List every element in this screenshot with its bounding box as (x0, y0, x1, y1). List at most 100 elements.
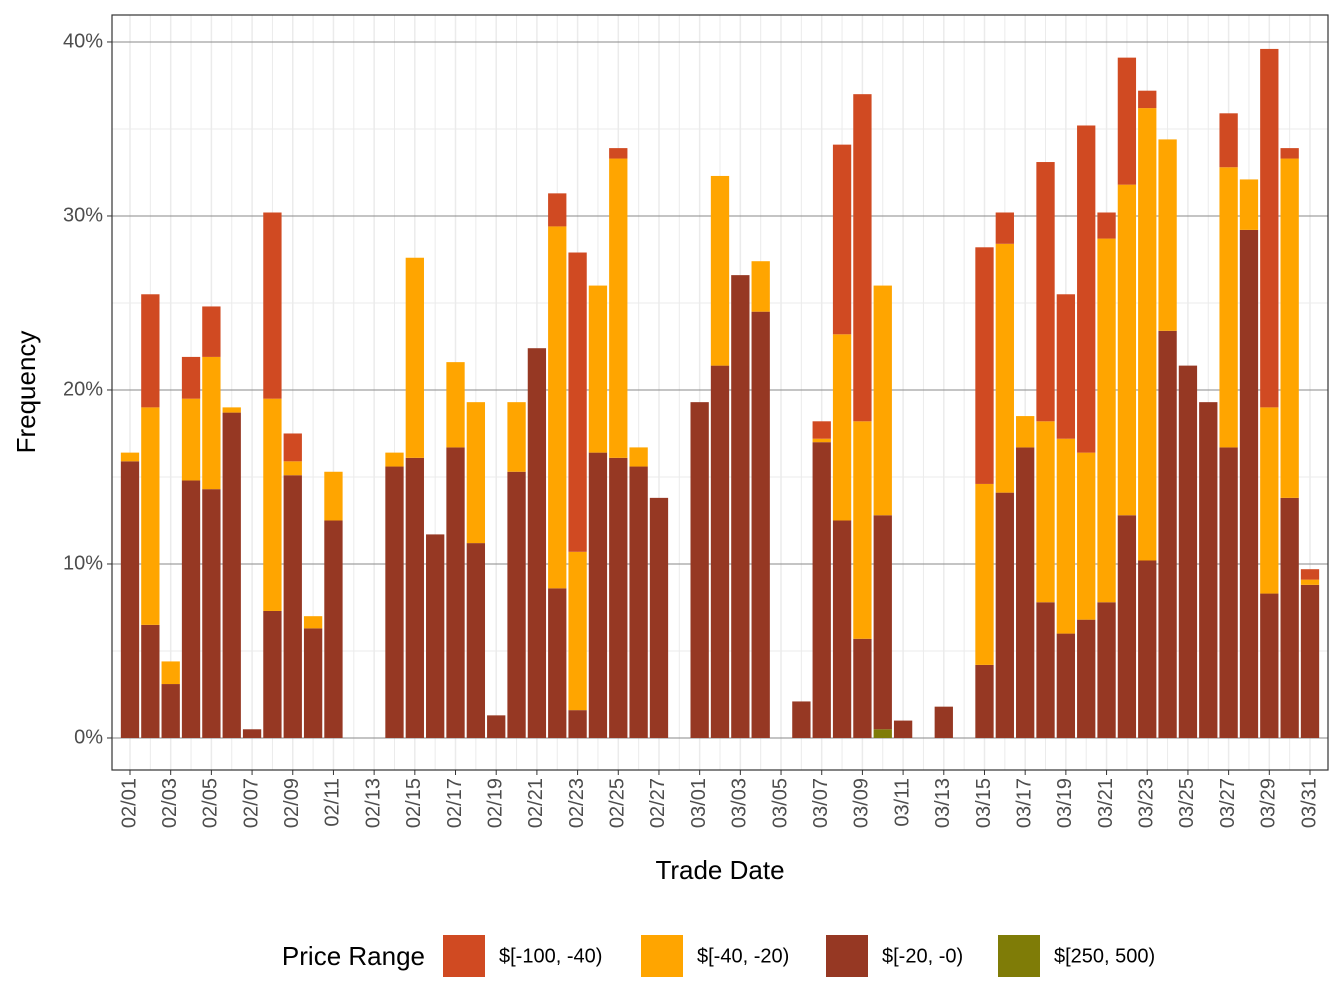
bar-segment (446, 362, 465, 448)
bar-segment (1117, 184, 1137, 516)
bar-segment (1260, 593, 1279, 738)
bar-segment (710, 365, 730, 738)
bar-segment (1219, 167, 1238, 448)
bar-segment (1199, 402, 1218, 738)
bar-segment (629, 466, 648, 738)
bar-segment (283, 475, 302, 738)
bar-segment (873, 729, 892, 738)
bar-segment (1300, 569, 1320, 580)
bar-segment (1260, 407, 1279, 594)
bar-segment (1219, 113, 1238, 168)
bar-segment (609, 158, 628, 458)
bar-segment (1239, 179, 1259, 230)
bar-segment (853, 94, 872, 422)
bar-segment (324, 520, 343, 738)
bar-segment (1036, 602, 1055, 738)
x-tick-label: 02/09 (281, 778, 303, 828)
bar-segment (995, 212, 1014, 244)
bar-segment (263, 398, 282, 611)
bar-segment (181, 480, 201, 738)
bar-segment (1036, 162, 1055, 422)
bar-segment (568, 252, 587, 552)
bar-segment (527, 348, 547, 738)
bar-segment (1097, 602, 1116, 738)
bar-segment (1016, 416, 1035, 448)
bar-segment (161, 684, 180, 738)
bar-segment (853, 638, 872, 738)
y-tick-label: 20% (63, 378, 103, 400)
bar-segment (975, 247, 994, 484)
x-tick-label: 03/13 (932, 778, 954, 828)
bar-segment (181, 398, 201, 481)
bar-segment (609, 148, 628, 159)
bar-segment (466, 402, 486, 544)
legend-label: $[-20, -0) (882, 945, 963, 967)
bar-segment (792, 701, 811, 738)
x-tick-label: 02/05 (200, 778, 222, 828)
bar-segment (1117, 57, 1137, 185)
bar-segment (1097, 238, 1116, 603)
bar-segment (1056, 294, 1076, 439)
bar-segment (283, 461, 302, 476)
legend-label: $[-100, -40) (499, 945, 602, 967)
bar-segment (1158, 139, 1177, 331)
bar-segment (202, 356, 221, 490)
bar-segment (832, 144, 852, 335)
bar-segment (507, 471, 526, 738)
bar-segment (853, 421, 872, 639)
bar-segment (1097, 212, 1116, 239)
bar-segment (1138, 108, 1157, 561)
bar-segment (690, 402, 709, 738)
bar-segment (507, 402, 526, 472)
x-tick-label: 02/07 (240, 778, 262, 828)
bar-segment (426, 534, 445, 738)
bar-segment (1178, 365, 1198, 738)
x-tick-label: 03/05 (769, 778, 791, 828)
bar-segment (1260, 48, 1279, 408)
bar-segment (975, 664, 994, 738)
bar-segment (975, 483, 994, 665)
bar-segment (1280, 148, 1299, 159)
bar-segment (893, 720, 913, 738)
bar-segment (446, 447, 465, 738)
x-tick-label: 03/27 (1217, 778, 1239, 828)
bar-segment (1036, 421, 1055, 603)
bar-segment (568, 710, 587, 738)
bar-segment (324, 471, 343, 521)
bar-segment (548, 226, 567, 589)
x-tick-label: 03/21 (1095, 778, 1117, 828)
bar-segment (202, 489, 221, 738)
x-tick-label: 03/09 (851, 778, 873, 828)
bar-segment (120, 461, 140, 738)
x-tick-label: 03/17 (1013, 778, 1035, 828)
bar-segment (812, 442, 831, 738)
legend-label: $[250, 500) (1054, 945, 1155, 967)
bar-segment (995, 492, 1014, 738)
bar-segment (1077, 619, 1096, 738)
x-tick-label: 03/25 (1176, 778, 1198, 828)
bar-segment (303, 628, 323, 738)
bar-segment (1077, 452, 1096, 620)
bar-segment (202, 306, 221, 357)
bar-segment (588, 285, 608, 453)
x-tick-label: 03/19 (1054, 778, 1076, 828)
bar-segment (405, 257, 424, 458)
bar-segment (487, 715, 506, 738)
x-tick-label: 03/07 (810, 778, 832, 828)
bar-segment (405, 457, 424, 738)
x-tick-label: 03/03 (729, 778, 751, 828)
legend-key (443, 935, 485, 977)
x-tick-label: 02/27 (647, 778, 669, 828)
bar-segment (161, 661, 180, 685)
x-tick-label: 02/11 (322, 778, 344, 827)
legend-key (826, 935, 868, 977)
bar-segment (1158, 330, 1177, 738)
bar-segment (263, 212, 282, 399)
bar-segment (1239, 229, 1259, 738)
bar-segment (934, 706, 953, 738)
bar-segment (873, 285, 892, 516)
legend-title: Price Range (282, 941, 425, 971)
x-tick-label: 02/21 (525, 778, 547, 828)
bar-segment (141, 407, 160, 625)
